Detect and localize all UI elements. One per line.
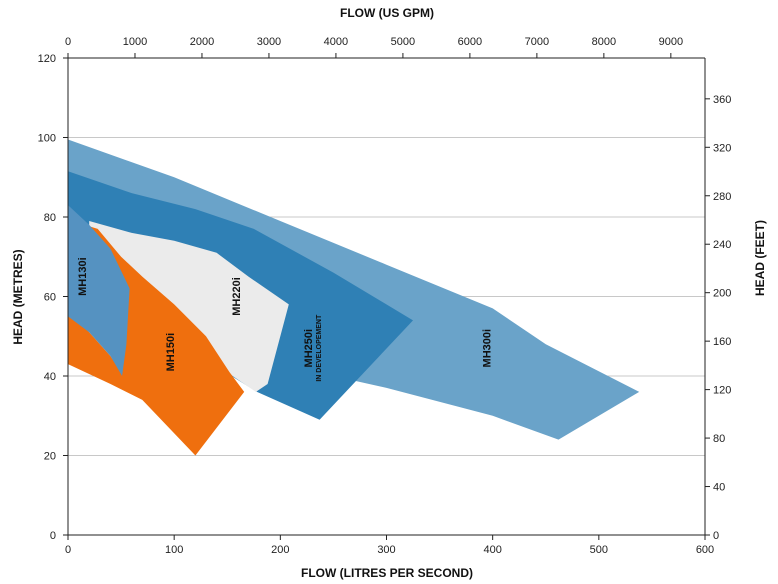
left-axis-title: HEAD (METRES) xyxy=(11,249,25,344)
right-tick-label: 120 xyxy=(713,385,731,397)
right-tick-label: 240 xyxy=(713,239,731,251)
region-mh130i xyxy=(68,205,130,376)
region-sublabel: IN DEVELOPEMENT xyxy=(316,314,323,382)
left-tick-label: 80 xyxy=(44,212,56,224)
top-tick-label: 9000 xyxy=(659,36,683,48)
right-tick-label: 280 xyxy=(713,191,731,203)
right-tick-label: 200 xyxy=(713,288,731,300)
bottom-tick-label: 500 xyxy=(590,544,608,556)
top-tick-label: 7000 xyxy=(525,36,549,48)
left-tick-label: 20 xyxy=(44,451,56,463)
region-label-group: MH130i xyxy=(77,257,89,296)
left-tick-label: 0 xyxy=(50,530,56,542)
right-axis-title: HEAD (FEET) xyxy=(753,220,767,296)
bottom-tick-label: 400 xyxy=(483,544,501,556)
left-tick-label: 60 xyxy=(44,292,56,304)
region-label-group: MH220i xyxy=(231,277,243,316)
top-tick-label: 0 xyxy=(65,36,71,48)
right-tick-label: 80 xyxy=(713,433,725,445)
bottom-tick-label: 100 xyxy=(165,544,183,556)
region-labels: MH300i MH250i IN DEVELOPEMENT MH220i MH150i M… xyxy=(77,257,494,381)
right-tick-label: 40 xyxy=(713,482,725,494)
bottom-tick-label: 600 xyxy=(696,544,714,556)
region-label-group: MH300i xyxy=(482,329,494,368)
region-label-group: MH150i xyxy=(165,333,177,372)
top-axis-title: FLOW (US GPM) xyxy=(340,6,434,20)
top-tick-label: 3000 xyxy=(257,36,281,48)
region-label: MH150i xyxy=(165,333,177,372)
pump-regions xyxy=(68,139,640,456)
left-tick-label: 40 xyxy=(44,371,56,383)
region-label: MH250i xyxy=(303,329,315,368)
top-tick-label: 8000 xyxy=(592,36,616,48)
left-tick-label: 120 xyxy=(38,53,56,65)
right-tick-label: 360 xyxy=(713,94,731,106)
right-tick-label: 320 xyxy=(713,142,731,154)
top-tick-label: 6000 xyxy=(458,36,482,48)
right-tick-label: 160 xyxy=(713,336,731,348)
top-tick-label: 2000 xyxy=(190,36,214,48)
bottom-axis-title: FLOW (LITRES PER SECOND) xyxy=(301,566,473,580)
right-tick-label: 0 xyxy=(713,530,719,542)
axes: 0 100 200 300 400 500 6000 1000 2000 3000 4000 5000… xyxy=(38,36,732,556)
region-label: MH220i xyxy=(231,277,243,316)
region-label: MH300i xyxy=(482,329,494,368)
left-tick-label: 100 xyxy=(38,133,56,145)
top-tick-label: 1000 xyxy=(123,36,147,48)
region-label-group: MH250i IN DEVELOPEMENT xyxy=(303,314,323,382)
top-tick-label: 5000 xyxy=(391,36,415,48)
region-mh220i xyxy=(89,221,289,392)
top-tick-label: 4000 xyxy=(324,36,348,48)
bottom-tick-label: 0 xyxy=(65,544,71,556)
bottom-tick-label: 300 xyxy=(377,544,395,556)
region-label: MH130i xyxy=(77,257,89,296)
bottom-tick-label: 200 xyxy=(271,544,289,556)
